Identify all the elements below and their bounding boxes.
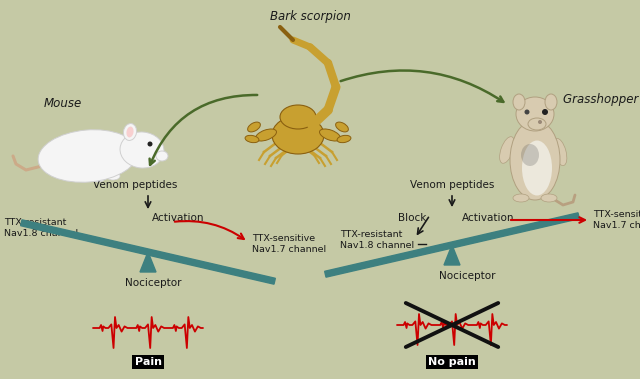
Polygon shape: [324, 213, 579, 277]
Text: Bark scorpion: Bark scorpion: [269, 10, 351, 23]
Text: No pain: No pain: [428, 357, 476, 367]
Polygon shape: [20, 220, 275, 284]
Ellipse shape: [106, 172, 120, 180]
Ellipse shape: [513, 194, 529, 202]
Ellipse shape: [319, 129, 340, 141]
Text: Activation: Activation: [462, 213, 515, 223]
Text: TTX-resistant
Nav1.8 channel: TTX-resistant Nav1.8 channel: [340, 230, 414, 250]
Ellipse shape: [248, 122, 260, 132]
Ellipse shape: [522, 141, 552, 196]
Text: TTX-sensitive
Nav1.7 channel: TTX-sensitive Nav1.7 channel: [593, 210, 640, 230]
Polygon shape: [140, 252, 156, 272]
Ellipse shape: [156, 151, 168, 161]
Text: Nociceptor: Nociceptor: [439, 271, 495, 281]
Ellipse shape: [38, 130, 138, 182]
Ellipse shape: [521, 144, 539, 166]
Ellipse shape: [280, 105, 316, 129]
Ellipse shape: [553, 138, 567, 166]
Ellipse shape: [510, 120, 560, 200]
Text: Nociceptor: Nociceptor: [125, 278, 181, 288]
Text: Mouse: Mouse: [44, 97, 82, 110]
Ellipse shape: [545, 94, 557, 110]
Text: TTX-sensitive
Nav1.7 channel: TTX-sensitive Nav1.7 channel: [252, 234, 326, 254]
Ellipse shape: [61, 172, 75, 180]
Ellipse shape: [124, 124, 136, 141]
Circle shape: [147, 141, 152, 147]
Ellipse shape: [91, 174, 105, 182]
Text: Block: Block: [398, 213, 426, 223]
Text: Grasshopper mouse: Grasshopper mouse: [563, 94, 640, 106]
Ellipse shape: [255, 129, 276, 141]
Ellipse shape: [335, 122, 348, 132]
Ellipse shape: [76, 174, 90, 182]
Ellipse shape: [541, 194, 557, 202]
Ellipse shape: [245, 135, 259, 143]
Text: Activation: Activation: [152, 213, 205, 223]
Ellipse shape: [337, 135, 351, 143]
Text: Venom peptides: Venom peptides: [410, 180, 494, 190]
Ellipse shape: [516, 97, 554, 131]
Ellipse shape: [127, 127, 134, 138]
Circle shape: [525, 110, 529, 114]
Polygon shape: [444, 245, 460, 265]
Circle shape: [542, 109, 548, 115]
Ellipse shape: [272, 116, 324, 154]
Text: Venom peptides: Venom peptides: [93, 180, 177, 190]
Circle shape: [538, 120, 542, 124]
Ellipse shape: [120, 132, 164, 168]
Text: Pain: Pain: [134, 357, 161, 367]
Ellipse shape: [500, 137, 515, 163]
Ellipse shape: [513, 94, 525, 110]
Ellipse shape: [528, 118, 546, 130]
Text: TTX-resistant
Nav1.8 channel: TTX-resistant Nav1.8 channel: [4, 218, 78, 238]
